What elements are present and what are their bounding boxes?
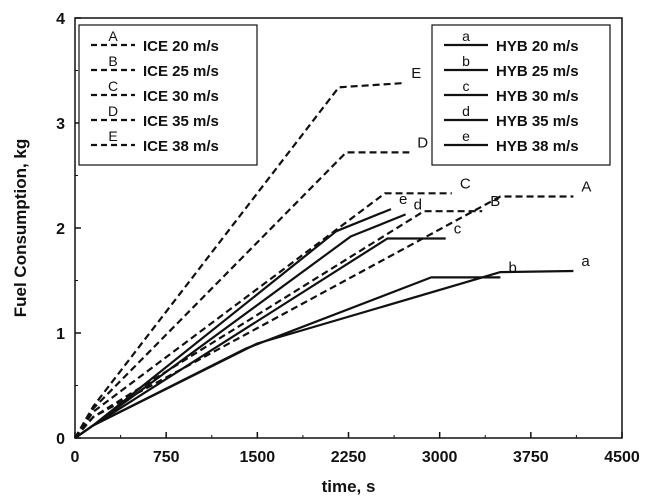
x-tick-label: 2250 bbox=[331, 449, 367, 466]
series-end-label-a: a bbox=[581, 253, 590, 270]
series-line-D bbox=[74, 151, 410, 439]
legend-label-c: HYB 30 m/s bbox=[496, 88, 579, 105]
y-tick-label: 0 bbox=[56, 431, 65, 448]
x-tick-label: 3000 bbox=[422, 449, 458, 466]
legend-label-B: ICE 25 m/s bbox=[143, 63, 219, 80]
series-end-label-b: b bbox=[508, 259, 516, 276]
legend-label-E: ICE 38 m/s bbox=[143, 138, 219, 155]
legend-key-b: b bbox=[462, 53, 470, 69]
x-tick-label: 750 bbox=[153, 449, 180, 466]
series-end-label-A: A bbox=[581, 179, 591, 196]
legend-key-A: A bbox=[108, 28, 118, 44]
y-tick-label: 4 bbox=[56, 11, 65, 28]
legend-label-d: HYB 35 m/s bbox=[496, 113, 579, 130]
y-tick-label: 3 bbox=[56, 116, 65, 133]
series-end-label-d: d bbox=[414, 196, 422, 213]
x-tick-label: 3750 bbox=[513, 449, 549, 466]
legend-label-b: HYB 25 m/s bbox=[496, 63, 579, 80]
legend-label-D: ICE 35 m/s bbox=[143, 113, 219, 130]
x-tick-label: 1500 bbox=[240, 449, 276, 466]
legend-key-D: D bbox=[108, 103, 118, 119]
series-end-label-E: E bbox=[411, 65, 421, 82]
series-end-label-D: D bbox=[417, 134, 428, 151]
legend-key-c: c bbox=[463, 78, 470, 94]
legend-box bbox=[78, 24, 258, 166]
y-axis-title: Fuel Consumption, kg bbox=[11, 139, 30, 318]
series-end-label-C: C bbox=[460, 175, 471, 192]
series-line-E bbox=[74, 82, 404, 439]
series-end-label-c: c bbox=[454, 221, 462, 238]
legend-key-C: C bbox=[108, 78, 118, 94]
y-tick-label: 1 bbox=[56, 326, 65, 343]
legend-key-e: e bbox=[462, 128, 470, 144]
x-tick-label: 4500 bbox=[604, 449, 640, 466]
legend-label-A: ICE 20 m/s bbox=[143, 38, 219, 55]
series-line-c bbox=[74, 237, 446, 439]
legend-label-a: HYB 20 m/s bbox=[496, 38, 579, 55]
x-tick-label: 0 bbox=[71, 449, 80, 466]
series-line-A bbox=[74, 195, 574, 439]
series-line-B bbox=[74, 210, 483, 439]
series-line-e bbox=[74, 208, 392, 439]
legend-hybrid: a HYB 20 m/s b HYB 25 m/s c HYB 30 m/s d HYB 35… bbox=[431, 24, 611, 166]
legend-key-B: B bbox=[108, 53, 117, 69]
legend-label-C: ICE 30 m/s bbox=[143, 88, 219, 105]
series-line-a bbox=[74, 269, 574, 439]
y-tick-label: 2 bbox=[56, 221, 65, 238]
series-end-label-B: B bbox=[490, 193, 500, 210]
legend-key-d: d bbox=[462, 103, 470, 119]
legend-key-E: E bbox=[108, 128, 117, 144]
axis-ticks: 0 750 1500 2250 3000 3750 4500 0 1 2 3 4 bbox=[56, 11, 640, 466]
series-end-label-e: e bbox=[399, 191, 407, 208]
x-axis-title: time, s bbox=[322, 477, 376, 496]
legend-key-a: a bbox=[462, 28, 470, 44]
legend-ice: A ICE 20 m/s B ICE 25 m/s C ICE 30 m/s D ICE 35… bbox=[78, 24, 258, 166]
legend-label-e: HYB 38 m/s bbox=[496, 138, 579, 155]
